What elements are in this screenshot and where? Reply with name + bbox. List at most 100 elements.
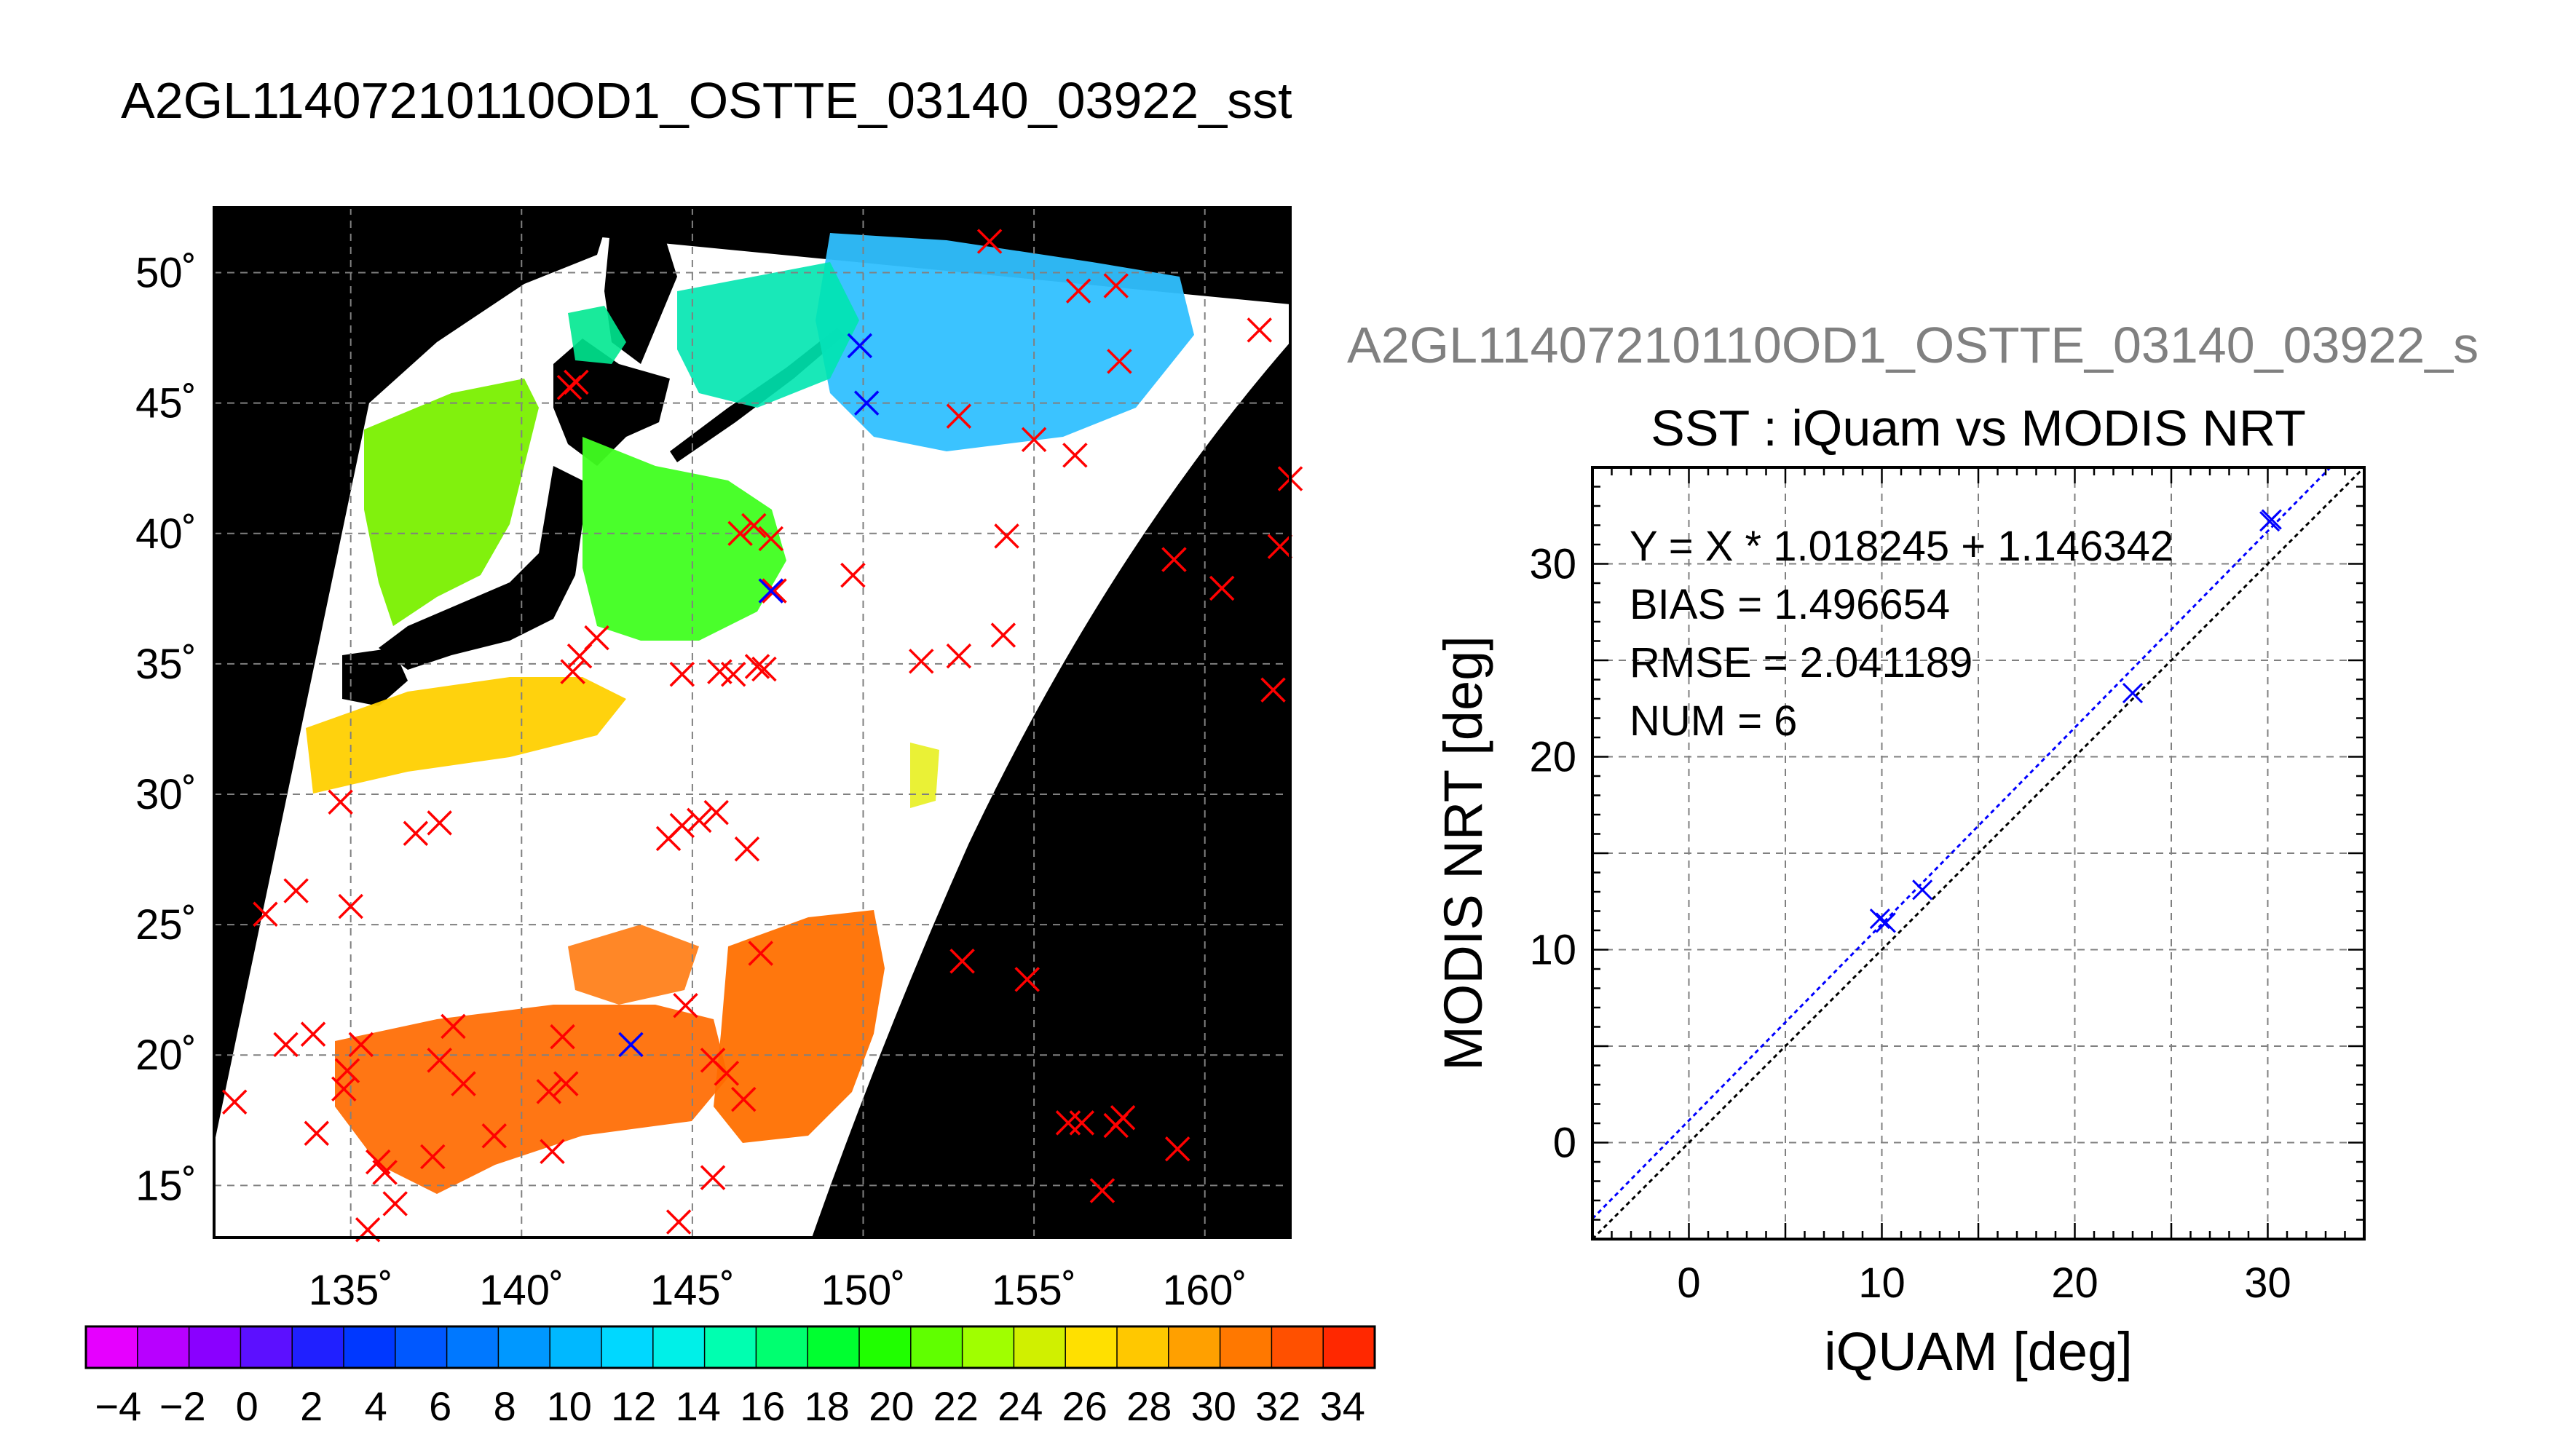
land-hokkaido [553,339,670,466]
map-x-tick-label: 160˚ [1163,1267,1247,1314]
map-y-tick-label: 45˚ [135,380,197,427]
land-kyushu-shikoku [342,648,408,706]
matchup-marker [427,1048,452,1073]
matchup-marker [451,1071,476,1096]
land-asia-mainland [214,207,612,728]
matchup-marker [748,941,773,966]
map-gridlines [214,207,1290,1238]
colorbar-tick-label: 10 [547,1383,592,1429]
map-x-axis: 135˚ 140˚ 145˚ 150˚ 155˚ 160˚ [309,1267,1247,1314]
map-y-tick-label: 25˚ [135,901,197,949]
map-panel: 135˚ 140˚ 145˚ 150˚ 155˚ 160˚ 15˚ 20˚ 25˚ 30˚ 35˚… [135,206,1303,1314]
matchup-marker [403,820,429,846]
matchup-marker [253,901,278,927]
colorbar-segment [962,1326,1014,1368]
matchup-marker [949,949,975,974]
scatter-x-tick-label: 0 [1677,1259,1700,1307]
stats-fit-equation: Y = X * 1.018245 + 1.146342 [1630,523,2173,570]
colorbar-segment [601,1326,654,1368]
scatter-y-tick-label: 30 [1529,541,1576,588]
matchup-marker [304,1120,329,1146]
colorbar-tick-label: 4 [365,1383,387,1429]
scatter-y-tick-label: 10 [1529,927,1576,974]
scatter-x-tick-label: 20 [2051,1259,2098,1307]
sst-patch-northeast-cold [816,233,1194,451]
matchup-marker [666,1209,692,1235]
map-y-tick-label: 20˚ [135,1032,197,1079]
colorbar-tick-label: −4 [95,1383,141,1429]
map-y-tick-label: 15˚ [135,1162,197,1209]
map-matchup-markers [221,229,1303,1243]
colorbar-tick-label: 22 [933,1383,979,1429]
matchup-marker [427,810,452,836]
matchup-marker [1107,349,1132,374]
matchup-marker [1247,317,1273,343]
sst-patch-okhotsk [568,306,626,364]
matchup-marker [703,799,729,826]
colorbar-tick-label: 28 [1126,1383,1172,1429]
matchup-marker [221,1089,248,1115]
scatter-y-tick-label: 20 [1529,734,1576,781]
sst-patch-subtropics-west [335,1005,728,1194]
colorbar-segment [189,1326,241,1368]
scatter-x-tick-label: 10 [1858,1259,1906,1307]
scatter-point [2261,509,2282,530]
matchup-marker [734,836,760,862]
colorbar-segment [1014,1326,1066,1368]
matchup-marker [348,1032,374,1058]
matchup-marker [1055,1110,1081,1136]
colorbar-segment [1117,1326,1169,1368]
map-x-tick-label: 140˚ [479,1267,564,1314]
colorbar-segment [807,1326,860,1368]
colorbar-tick-label: 34 [1320,1383,1365,1429]
colorbar-tick-label: 26 [1062,1383,1107,1429]
colorbar-segment [704,1326,757,1368]
map-y-axis: 15˚ 20˚ 25˚ 30˚ 35˚ 40˚ 45˚ 50˚ [135,250,197,1210]
matchup-marker [990,622,1016,648]
matchup-marker [1089,1178,1115,1203]
matchup-marker [540,1139,565,1165]
colorbar-tick-label: 20 [869,1383,914,1429]
colorbar-tick-label: 16 [740,1383,785,1429]
matchup-marker [300,1021,326,1047]
matchup-marker [909,649,934,674]
matchup-marker [976,229,1003,254]
colorbar-segment [652,1326,706,1368]
map-y-tick-label: 40˚ [135,510,197,558]
matchup-marker [1260,677,1286,703]
sst-patch-ogasawara [568,925,699,1005]
colorbar-tick-label: 12 [611,1383,656,1429]
matchup-marker [382,1191,408,1216]
land-sakhalin [604,215,677,364]
matchup-marker [420,1144,446,1170]
valid-matchup-marker [758,578,784,604]
scatter-y-axis-label: MODIS NRT [deg] [1433,636,1493,1071]
matchup-marker [1110,1104,1136,1131]
matchup-marker [1161,547,1187,572]
matchup-marker [566,643,593,669]
matchup-marker [536,1079,562,1104]
scatter-point [1875,912,1896,933]
map-frame [213,206,1292,1239]
map-x-tick-label: 155˚ [992,1267,1076,1314]
matchup-marker [1103,273,1129,298]
colorbar-segment [1220,1326,1272,1368]
matchup-marker [338,893,363,919]
colorbar-tick-label: 18 [805,1383,850,1429]
matchup-marker [731,1086,757,1112]
map-x-tick-label: 150˚ [821,1267,905,1314]
colorbar-tick-label: 32 [1255,1383,1300,1429]
one-to-one-line [1592,467,2364,1239]
colorbar-segment [550,1326,602,1368]
valid-matchup-marker [618,1032,644,1058]
colorbar-tick-label: 0 [236,1383,258,1429]
colorbar-segment [446,1326,499,1368]
matchup-marker [1267,534,1293,559]
matchup-marker [994,523,1019,549]
colorbar-tick-label: 8 [494,1383,516,1429]
colorbar-segment [1065,1326,1118,1368]
sst-patch-pacific-east-of-honshu [583,437,786,641]
scatter-panel: 0 10 20 30 0 10 20 30 Y = X * 1.018245 + 1.146… [1433,466,2366,1382]
sst-patch-kuroshio [306,677,626,794]
scatter-frame [1591,466,2366,1241]
